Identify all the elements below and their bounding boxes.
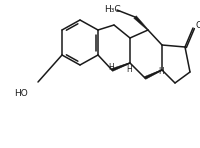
- Text: HO: HO: [14, 89, 28, 98]
- Polygon shape: [134, 16, 148, 30]
- Polygon shape: [144, 70, 162, 79]
- Text: H: H: [158, 67, 164, 77]
- Text: O: O: [195, 21, 200, 29]
- Text: H₃C: H₃C: [104, 5, 121, 15]
- Text: H: H: [126, 66, 132, 74]
- Text: H: H: [108, 62, 114, 71]
- Polygon shape: [111, 63, 130, 71]
